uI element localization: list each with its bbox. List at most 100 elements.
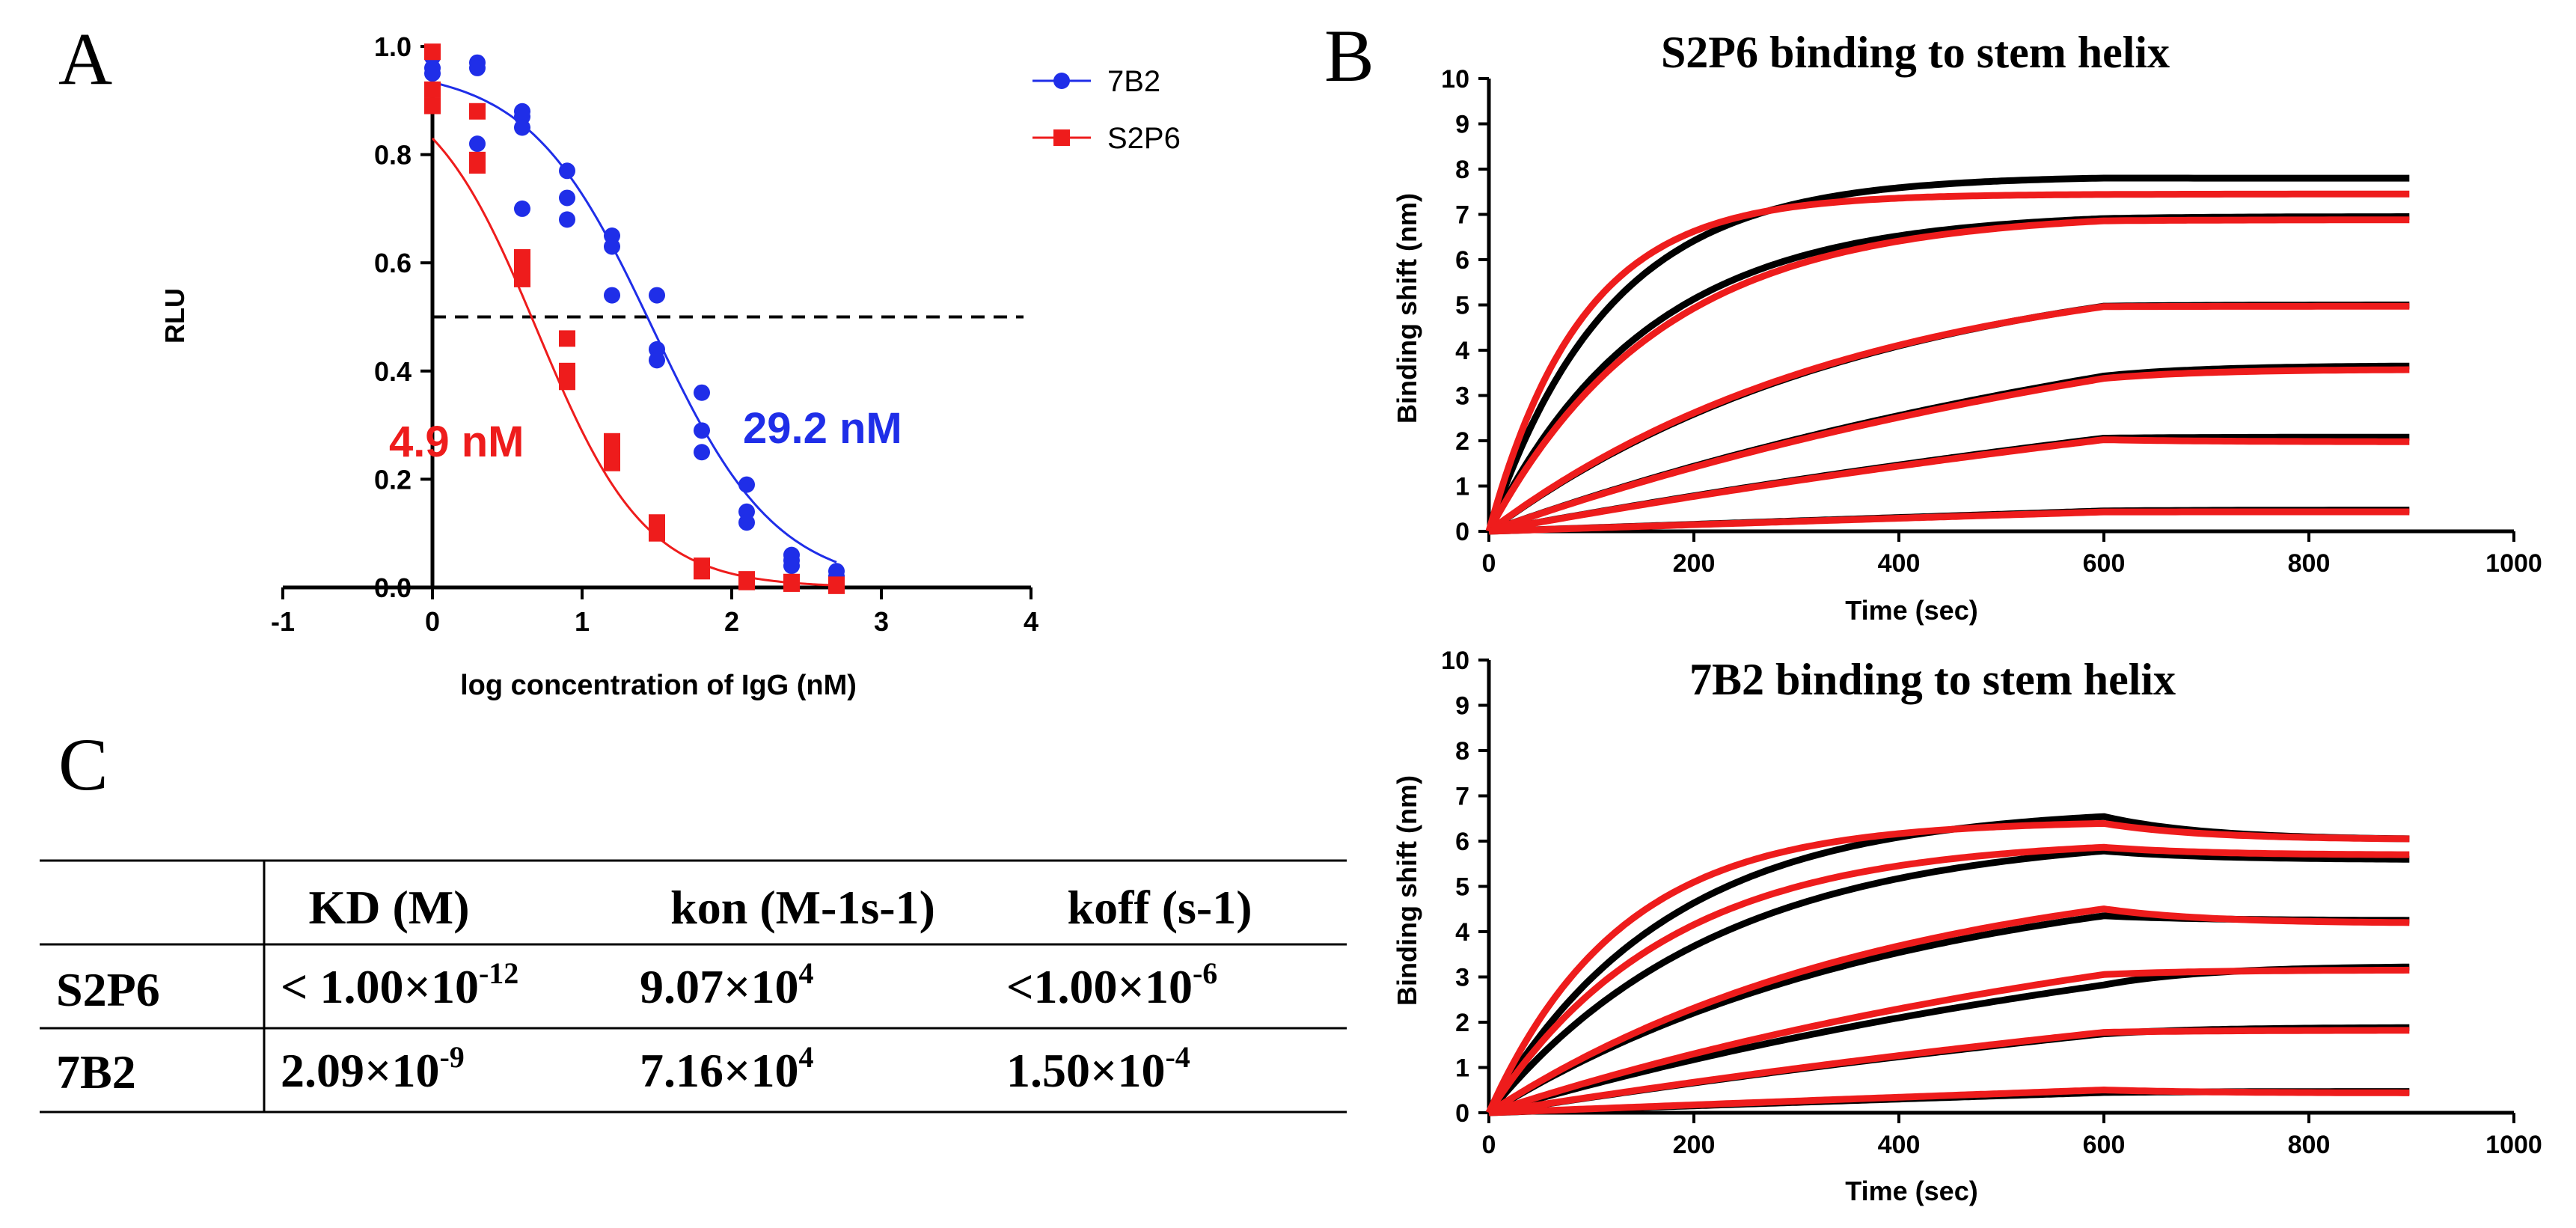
table-header-koff: koff (s-1)	[1067, 881, 1252, 934]
chart-b2-y-tick-label: 6	[1455, 828, 1469, 856]
legend-label-7b2: 7B2	[1107, 65, 1160, 98]
chart-b2-fit-curve	[1488, 1027, 2410, 1116]
chart-b2-y-tick-label: 8	[1455, 737, 1469, 766]
data-point-7b2	[559, 211, 575, 228]
chart-a-x-tick-label: 3	[874, 606, 889, 637]
chart-a-neutralization: -1 0 1 2 3 4 0.0 0.2 0.4 0.6 0.8 1.0 RLU log concen…	[159, 31, 1181, 701]
chart-b1-x-tick-label: 400	[1878, 549, 1921, 578]
data-point-7b2	[469, 135, 486, 153]
chart-a-fit-curves	[431, 81, 837, 587]
legend-marker-s2p6	[1053, 129, 1070, 146]
data-point-7b2	[424, 65, 441, 82]
chart-b2-y-tick-label: 4	[1455, 918, 1469, 947]
chart-b-7b2-binding: 7B2 binding to stem helix 0 200 400 600 800 1…	[1392, 647, 2542, 1206]
chart-b2-y-tick-label: 9	[1455, 692, 1469, 721]
data-point-7b2	[649, 287, 665, 304]
table-cell-kd: 2.09×10-9	[281, 1040, 465, 1097]
chart-b2-fit-curve	[1487, 905, 2410, 1116]
chart-b1-y-tick-label: 6	[1455, 246, 1469, 275]
chart-b2-y-tick-label: 7	[1455, 783, 1469, 811]
chart-b2-y-tick-label: 3	[1455, 964, 1469, 992]
table-row-name: 7B2	[56, 1045, 136, 1099]
chart-b2-measured-curve	[1486, 847, 2410, 1115]
s2p6-ic50-annotation: 4.9 nM	[389, 418, 524, 466]
chart-b1-fit-curve	[1488, 508, 2410, 535]
chart-b1-x-tick-label: 600	[2083, 549, 2126, 578]
chart-b2-fit-curve	[1487, 966, 2410, 1116]
chart-a-x-tick-label: 2	[724, 606, 739, 637]
chart-b2-x-tick-label: 600	[2083, 1131, 2126, 1159]
data-point-7b2	[694, 384, 710, 401]
table-cell-kon: 7.16×104	[640, 1040, 813, 1097]
data-point-s2p6	[649, 525, 665, 542]
data-point-7b2	[604, 287, 620, 304]
data-point-7b2	[604, 238, 620, 255]
chart-a-x-tick-label: 0	[425, 606, 440, 637]
chart-a-axes: -1 0 1 2 3 4 0.0 0.2 0.4 0.6 0.8 1.0	[271, 31, 1038, 637]
data-point-s2p6	[694, 563, 710, 580]
data-point-7b2	[514, 200, 530, 217]
chart-b1-y-tick-label: 0	[1455, 518, 1469, 546]
chart-a-legend: 7B2 S2P6	[1032, 65, 1181, 155]
chart-b2-y-tick-label: 10	[1441, 647, 1469, 675]
data-point-s2p6	[604, 454, 620, 471]
chart-b1-y-tick-label: 5	[1455, 292, 1469, 320]
data-point-s2p6	[424, 81, 441, 98]
chart-b1-y-tick-label: 1	[1455, 473, 1469, 501]
chart-b1-measured-curve	[1485, 174, 2410, 533]
chart-b1-ylabel: Binding shift (nm)	[1392, 193, 1422, 424]
data-point-s2p6	[469, 157, 486, 174]
chart-b2-fit-curve	[1488, 1087, 2410, 1116]
chart-b1-fit-curve	[1485, 190, 2410, 533]
chart-b1-y-tick-label: 8	[1455, 156, 1469, 184]
chart-b-s2p6-binding: S2P6 binding to stem helix 0 200 400 600 800…	[1392, 28, 2542, 626]
chart-b2-xlabel: Time (sec)	[1845, 1176, 1977, 1206]
chart-a-data-points	[424, 43, 845, 594]
chart-a-ylabel: RLU	[159, 288, 190, 343]
kinetics-table: KD (M) kon (M-1s-1) koff (s-1) S2P6 < 1.…	[40, 859, 1347, 1114]
chart-b2-x-tick-label: 200	[1673, 1131, 1716, 1159]
chart-b1-x-tick-label: 0	[1482, 549, 1496, 578]
data-point-7b2	[559, 162, 575, 180]
data-point-s2p6	[514, 270, 530, 287]
chart-b1-x-tick-label: 200	[1673, 549, 1716, 578]
chart-b2-y-tick-label: 1	[1455, 1054, 1469, 1083]
chart-b1-fit-curve	[1486, 216, 2410, 534]
data-point-7b2	[783, 558, 800, 575]
chart-b1-y-tick-label: 7	[1455, 201, 1469, 230]
chart-b2-y-tick-label: 5	[1455, 873, 1469, 902]
chart-b2-title: 7B2 binding to stem helix	[1689, 655, 2176, 704]
data-point-7b2	[694, 422, 710, 439]
data-point-s2p6	[559, 373, 575, 391]
chart-a-y-tick-label: 0.8	[374, 140, 412, 171]
table-cell-kd: < 1.00×10-12	[281, 956, 518, 1013]
fit-curve-s2p6	[431, 137, 837, 587]
chart-b2-fit-curve	[1485, 819, 2410, 1114]
chart-a-y-tick-label: 1.0	[374, 31, 412, 62]
data-point-s2p6	[738, 573, 755, 590]
panel-label-a: A	[58, 17, 112, 100]
table-header-kd: KD (M)	[308, 881, 469, 934]
chart-b1-xlabel: Time (sec)	[1845, 595, 1977, 626]
chart-b1-fit-curve	[1488, 436, 2410, 535]
data-point-s2p6	[424, 97, 441, 114]
data-point-7b2	[738, 514, 755, 531]
data-point-7b2	[559, 189, 575, 207]
table-row-name: S2P6	[56, 963, 160, 1016]
chart-b1-measured-curve	[1487, 302, 2410, 534]
table-cell-kon: 9.07×104	[640, 956, 813, 1013]
chart-b1-x-tick-label: 800	[2288, 549, 2331, 578]
legend-marker-7b2	[1053, 73, 1070, 89]
7b2-ic50-annotation: 29.2 nM	[743, 404, 902, 453]
data-point-s2p6	[469, 103, 486, 120]
chart-b2-axes: 0 200 400 600 800 1000 0 1 2 3 4 5 6 7 8 9 10	[1441, 647, 2542, 1159]
chart-b1-title: S2P6 binding to stem helix	[1661, 28, 2170, 77]
chart-a-x-tick-label: 4	[1024, 606, 1038, 637]
table-cell-koff: 1.50×10-4	[1006, 1040, 1190, 1097]
chart-b2-x-tick-label: 400	[1878, 1131, 1921, 1159]
chart-a-y-tick-label: 0.6	[374, 248, 412, 278]
data-point-s2p6	[828, 577, 845, 594]
fit-curve-7b2	[432, 81, 837, 563]
chart-a-x-tick-label: -1	[271, 606, 295, 637]
